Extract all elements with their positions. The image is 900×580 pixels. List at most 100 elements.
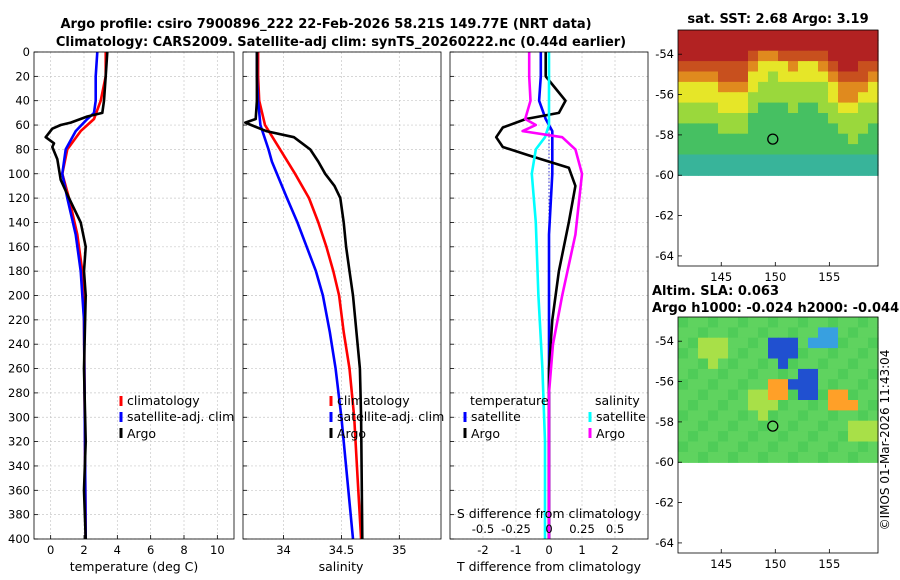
heatmap-cell [808,61,819,73]
heatmap-cell [868,317,879,328]
heatmap-cell [728,113,739,124]
heatmap-cell [728,123,739,135]
heatmap-cell [788,327,799,339]
heatmap-cell [768,71,779,83]
heatmap-cell [798,164,809,176]
heatmap-cell [868,92,879,104]
heatmap-cell [778,144,789,156]
heatmap-cell [718,317,729,328]
heatmap-cell [738,61,749,73]
heatmap-cell [768,451,779,463]
heatmap-cell [728,92,739,104]
heatmap-cell [868,368,879,380]
heatmap-cell [728,30,739,41]
series-line-argo [244,52,364,540]
heatmap-cell [698,154,709,166]
heatmap-cell [758,358,769,370]
heatmap-cell [808,144,819,156]
heatmap-cell [698,441,709,453]
heatmap-cell [748,40,759,52]
heatmap-cell [788,71,799,83]
top-x-tick-label: -0.5 [472,522,494,536]
heatmap-cell [748,113,759,124]
heatmap-cell [778,133,789,145]
heatmap-cell [698,92,709,104]
heatmap-cell [848,337,859,349]
heatmap-cell [798,441,809,453]
y-tick-label: 200 [8,289,30,303]
heatmap-cell [708,50,719,62]
x-tick-label: 150 [764,557,786,571]
heatmap-cell [718,133,729,145]
heatmap-cell [698,389,709,401]
heatmap-cell [748,154,759,166]
heatmap-cell [748,441,759,453]
heatmap-cell [868,451,879,463]
heatmap-cell [728,441,739,453]
heatmap-cell [698,420,709,432]
heatmap-cell [678,123,689,135]
legend-label-s-argo: Argo [596,426,625,441]
heatmap-cell [818,420,829,432]
heatmap-cell [698,164,709,176]
heatmap-cell [688,348,699,360]
heatmap-cell [688,123,699,135]
heatmap-cell [728,81,739,93]
heatmap-cell [708,40,719,52]
heatmap-cell [698,379,709,391]
heatmap-cell [708,441,719,453]
heatmap-cell [798,451,809,463]
heatmap-cell [678,144,689,156]
x-tick-label: 35 [392,543,407,557]
y-tick-label: 60 [15,118,30,132]
heatmap-cell [868,144,879,156]
x-tick-label: 2 [80,543,87,557]
heatmap-cell [828,410,839,422]
heatmap-cell [808,81,819,93]
heatmap-cell [688,92,699,104]
series-line-s-argo [521,52,584,539]
heatmap-cell [718,40,729,52]
heatmap-cell [758,451,769,463]
heatmap-cell [678,154,689,166]
heatmap-cell [828,358,839,370]
heatmap-cell [868,441,879,453]
y-tick-label: -58 [655,128,674,142]
heatmap-cell [858,400,869,411]
x-tick-label: -2 [477,543,488,557]
heatmap-cell [868,81,879,93]
heatmap-cell [748,410,759,422]
heatmap-cell [678,317,689,328]
heatmap-cell [738,102,749,114]
heatmap-cell [708,348,719,360]
heatmap-cell [768,317,779,328]
heatmap-cell [868,102,879,114]
sla-heatmap [678,317,879,463]
heatmap-cell [798,40,809,52]
heatmap-cell [748,379,759,391]
heatmap-cell [818,358,829,370]
heatmap-cell [788,431,799,443]
heatmap-cell [838,389,849,401]
heatmap-cell [748,164,759,176]
heatmap-cell [788,102,799,114]
legend-label-satellite: satellite-adj. clim [127,409,234,424]
heatmap-cell [688,154,699,166]
heatmap-cell [788,81,799,93]
y-tick-label: -54 [655,47,674,61]
heatmap-cell [768,368,779,380]
heatmap-cell [708,368,719,380]
heatmap-cell [738,133,749,145]
heatmap-cell [778,123,789,135]
y-tick-label: 180 [8,264,30,278]
y-tick-label: 140 [8,215,30,229]
x-tick-label: 0 [47,543,54,557]
heatmap-cell [748,123,759,135]
heatmap-cell [758,102,769,114]
heatmap-cell [848,164,859,176]
heatmap-cell [678,71,689,83]
heatmap-cell [738,451,749,463]
heatmap-cell [808,441,819,453]
figure-title-line1: Argo profile: csiro 7900896_222 22-Feb-2… [60,17,591,32]
heatmap-cell [718,410,729,422]
